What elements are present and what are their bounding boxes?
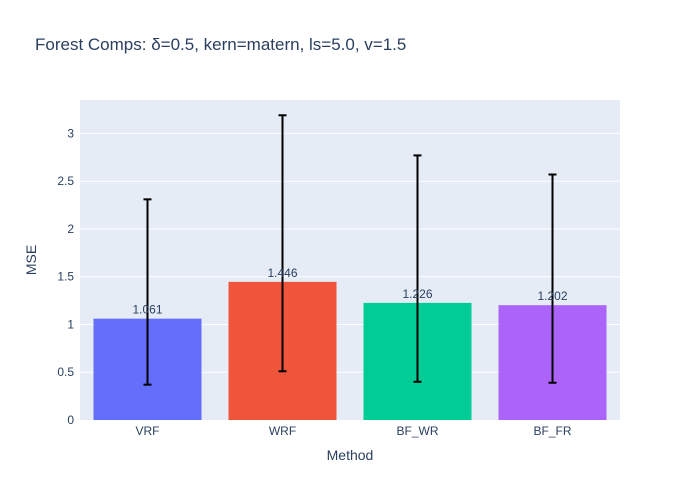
x-tick-label: BF_WR [397,424,439,438]
x-axis-ticks: VRF WRF BF_WR BF_FR [136,424,572,438]
error-bars [143,114,557,386]
bar-value-label: 1.446 [267,266,297,280]
x-axis-title: Method [327,447,374,463]
x-tick-label: VRF [136,424,160,438]
y-tick-label: 3 [67,126,74,140]
bar-value-label: 1.202 [537,289,567,303]
y-tick-label: 2.5 [57,174,74,188]
y-tick-label: 2 [67,222,74,236]
x-tick-label: WRF [269,424,296,438]
bar-value-label: 1.226 [402,287,432,301]
y-tick-label: 1.5 [57,270,74,284]
y-axis-ticks: 0 0.5 1 1.5 2 2.5 3 [57,126,74,427]
y-tick-label: 1 [67,317,74,331]
chart-title: Forest Comps: δ=0.5, kern=matern, ls=5.0… [35,35,406,54]
bar-value-label: 1.061 [132,303,162,317]
bar-value-labels: 1.061 1.446 1.226 1.202 [132,266,567,317]
x-tick-label: BF_FR [533,424,571,438]
y-tick-label: 0 [67,413,74,427]
y-tick-label: 0.5 [57,365,74,379]
y-axis-title: MSE [23,245,39,275]
